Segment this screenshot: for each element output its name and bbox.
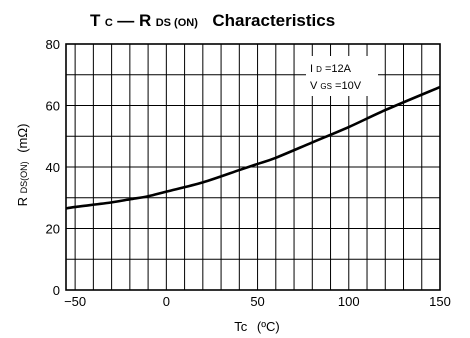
chart-title: T C — R DS (ON) Characteristics <box>90 11 335 30</box>
x-tick-label: 100 <box>338 294 360 309</box>
title-t-sub: C <box>105 17 113 29</box>
ann-id-sub: D <box>316 65 322 74</box>
y-axis-unit: (mΩ) <box>15 124 30 153</box>
y-tick-label: 60 <box>46 99 60 114</box>
x-tick-label: 150 <box>429 294 451 309</box>
tick-labels: −50 0 50 100 150 0 20 40 60 80 <box>46 37 451 309</box>
y-axis-main: R <box>15 197 30 206</box>
ann-id-rest: =12A <box>325 63 352 75</box>
annotation-bg <box>306 56 378 96</box>
annotation-id: I D =12A <box>310 63 352 75</box>
ann-vgs-main: V <box>310 80 318 92</box>
ann-id-main: I <box>310 63 313 75</box>
x-tick-label: 0 <box>163 294 170 309</box>
title-t: T <box>90 11 101 30</box>
y-tick-label: 80 <box>46 37 60 52</box>
x-axis-unit: (ºC) <box>257 319 280 334</box>
y-axis-label: R DS(ON) (mΩ) <box>15 124 30 207</box>
plot-frame <box>65 43 441 291</box>
annotation-box: I D =12A V GS =10V <box>306 56 378 96</box>
x-tick-label: 50 <box>250 294 264 309</box>
x-axis-label: Tc (ºC) <box>234 319 279 334</box>
series-line <box>65 85 441 210</box>
y-tick-label: 20 <box>46 222 60 237</box>
ann-vgs-sub: GS <box>320 82 332 91</box>
ann-vgs-rest: =10V <box>335 80 362 92</box>
y-tick-label: 40 <box>46 160 60 175</box>
x-tick-label: −50 <box>64 294 86 309</box>
title-rest: Characteristics <box>212 11 335 30</box>
grid <box>66 44 440 290</box>
annotation-vgs: V GS =10V <box>310 80 362 92</box>
title-dash-r: — R <box>117 11 151 30</box>
title-r-sub: DS (ON) <box>156 17 199 29</box>
y-axis-sub: DS(ON) <box>19 161 29 193</box>
x-axis-main: Tc <box>234 319 248 334</box>
y-tick-label: 0 <box>53 283 60 298</box>
